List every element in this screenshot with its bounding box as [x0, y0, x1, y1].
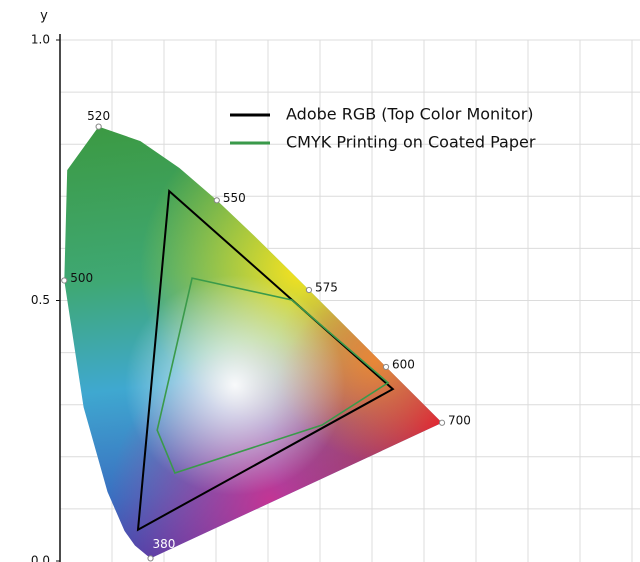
wavelength-label: 500: [70, 271, 93, 285]
wavelength-point: [438, 419, 446, 426]
wavelength-point: [95, 123, 102, 130]
wavelength-label: 550: [223, 191, 246, 205]
y-axis-label: y: [40, 9, 48, 24]
legend-label: Adobe RGB (Top Color Monitor): [286, 105, 534, 124]
wavelength-label: 600: [392, 357, 415, 371]
y-tick-label: 1.0: [31, 33, 50, 47]
gamut-polygon: [136, 189, 395, 532]
wavelength-label: 700: [448, 413, 471, 427]
wavelength-point: [382, 363, 390, 371]
wavelength-point: [147, 555, 154, 562]
legend-label: CMYK Printing on Coated Paper: [286, 133, 536, 152]
marks: 380 500 520 550 575 600 700: [61, 109, 471, 562]
y-tick-label: 0.5: [31, 293, 50, 307]
wavelength-label: 520: [87, 109, 110, 123]
y-tick-label: 0.0: [31, 554, 50, 562]
wavelength-label: 380: [153, 537, 176, 551]
wavelength-point: [61, 277, 68, 284]
gamut-polygon: [156, 277, 390, 474]
wavelength-label: 575: [315, 280, 338, 294]
wavelength-point: [305, 286, 313, 294]
wavelength-point: [213, 197, 220, 204]
